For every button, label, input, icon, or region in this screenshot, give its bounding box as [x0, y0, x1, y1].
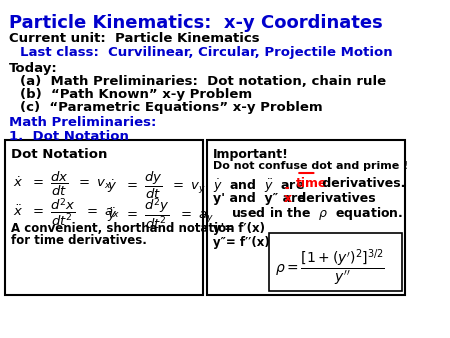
Text: A convenient, shorthand notation: A convenient, shorthand notation	[11, 222, 234, 235]
Text: for time derivatives.: for time derivatives.	[11, 234, 147, 247]
Text: $\ddot{x}$  $=$ $\dfrac{d^2x}{dt^2}$  $=$ $a_x$: $\ddot{x}$ $=$ $\dfrac{d^2x}{dt^2}$ $=$ …	[13, 196, 120, 228]
Text: Important!: Important!	[213, 148, 288, 161]
Text: Dot Notation: Dot Notation	[11, 148, 107, 161]
Text: used in the  $\rho$  equation.: used in the $\rho$ equation.	[231, 205, 403, 222]
Text: x: x	[284, 192, 292, 205]
Bar	[4, 140, 202, 295]
Bar	[269, 233, 402, 291]
Text: y'= f′(x): y'= f′(x)	[213, 222, 265, 235]
Text: Particle Kinematics:  x-y Coordinates: Particle Kinematics: x-y Coordinates	[9, 14, 383, 32]
Text: 1.  Dot Notation: 1. Dot Notation	[9, 130, 129, 143]
Text: (b)  “Path Known” x-y Problem: (b) “Path Known” x-y Problem	[20, 88, 252, 101]
Text: Last class:  Curvilinear, Circular, Projectile Motion: Last class: Curvilinear, Circular, Proje…	[20, 46, 392, 59]
Text: y″= f′′(x): y″= f′′(x)	[213, 236, 270, 249]
Text: derivatives: derivatives	[292, 192, 375, 205]
Text: derivatives.: derivatives.	[318, 177, 405, 190]
Text: Do not confuse dot and prime !: Do not confuse dot and prime !	[213, 161, 408, 171]
Text: y' and  y″ are: y' and y″ are	[213, 192, 310, 205]
Bar	[207, 140, 405, 295]
Text: $\dot{x}$  $=$ $\dfrac{dx}{dt}$  $=$ $v_x$: $\dot{x}$ $=$ $\dfrac{dx}{dt}$ $=$ $v_x$	[13, 170, 112, 198]
Text: Current unit:  Particle Kinematics: Current unit: Particle Kinematics	[9, 32, 260, 45]
Text: $\dot{y}$  and  $\ddot{y}$  are: $\dot{y}$ and $\ddot{y}$ are	[213, 177, 305, 195]
Text: time: time	[297, 177, 328, 190]
Text: $\ddot{y}$  $=$ $\dfrac{d^2y}{dt^2}$  $=$ $a_y$: $\ddot{y}$ $=$ $\dfrac{d^2y}{dt^2}$ $=$ …	[107, 196, 214, 231]
Text: Math Preliminaries:: Math Preliminaries:	[9, 116, 157, 129]
Text: (a)  Math Preliminaries:  Dot notation, chain rule: (a) Math Preliminaries: Dot notation, ch…	[20, 75, 386, 88]
Text: $\rho = \dfrac{\left[1+(y')^2\right]^{3/2}}{y''}$: $\rho = \dfrac{\left[1+(y')^2\right]^{3/…	[274, 248, 384, 288]
Text: Today:: Today:	[9, 62, 58, 75]
Text: $\dot{y}$  $=$ $\dfrac{dy}{dt}$  $=$ $v_y$: $\dot{y}$ $=$ $\dfrac{dy}{dt}$ $=$ $v_y$	[107, 170, 207, 201]
Text: (c)  “Parametric Equations” x-y Problem: (c) “Parametric Equations” x-y Problem	[20, 101, 323, 114]
